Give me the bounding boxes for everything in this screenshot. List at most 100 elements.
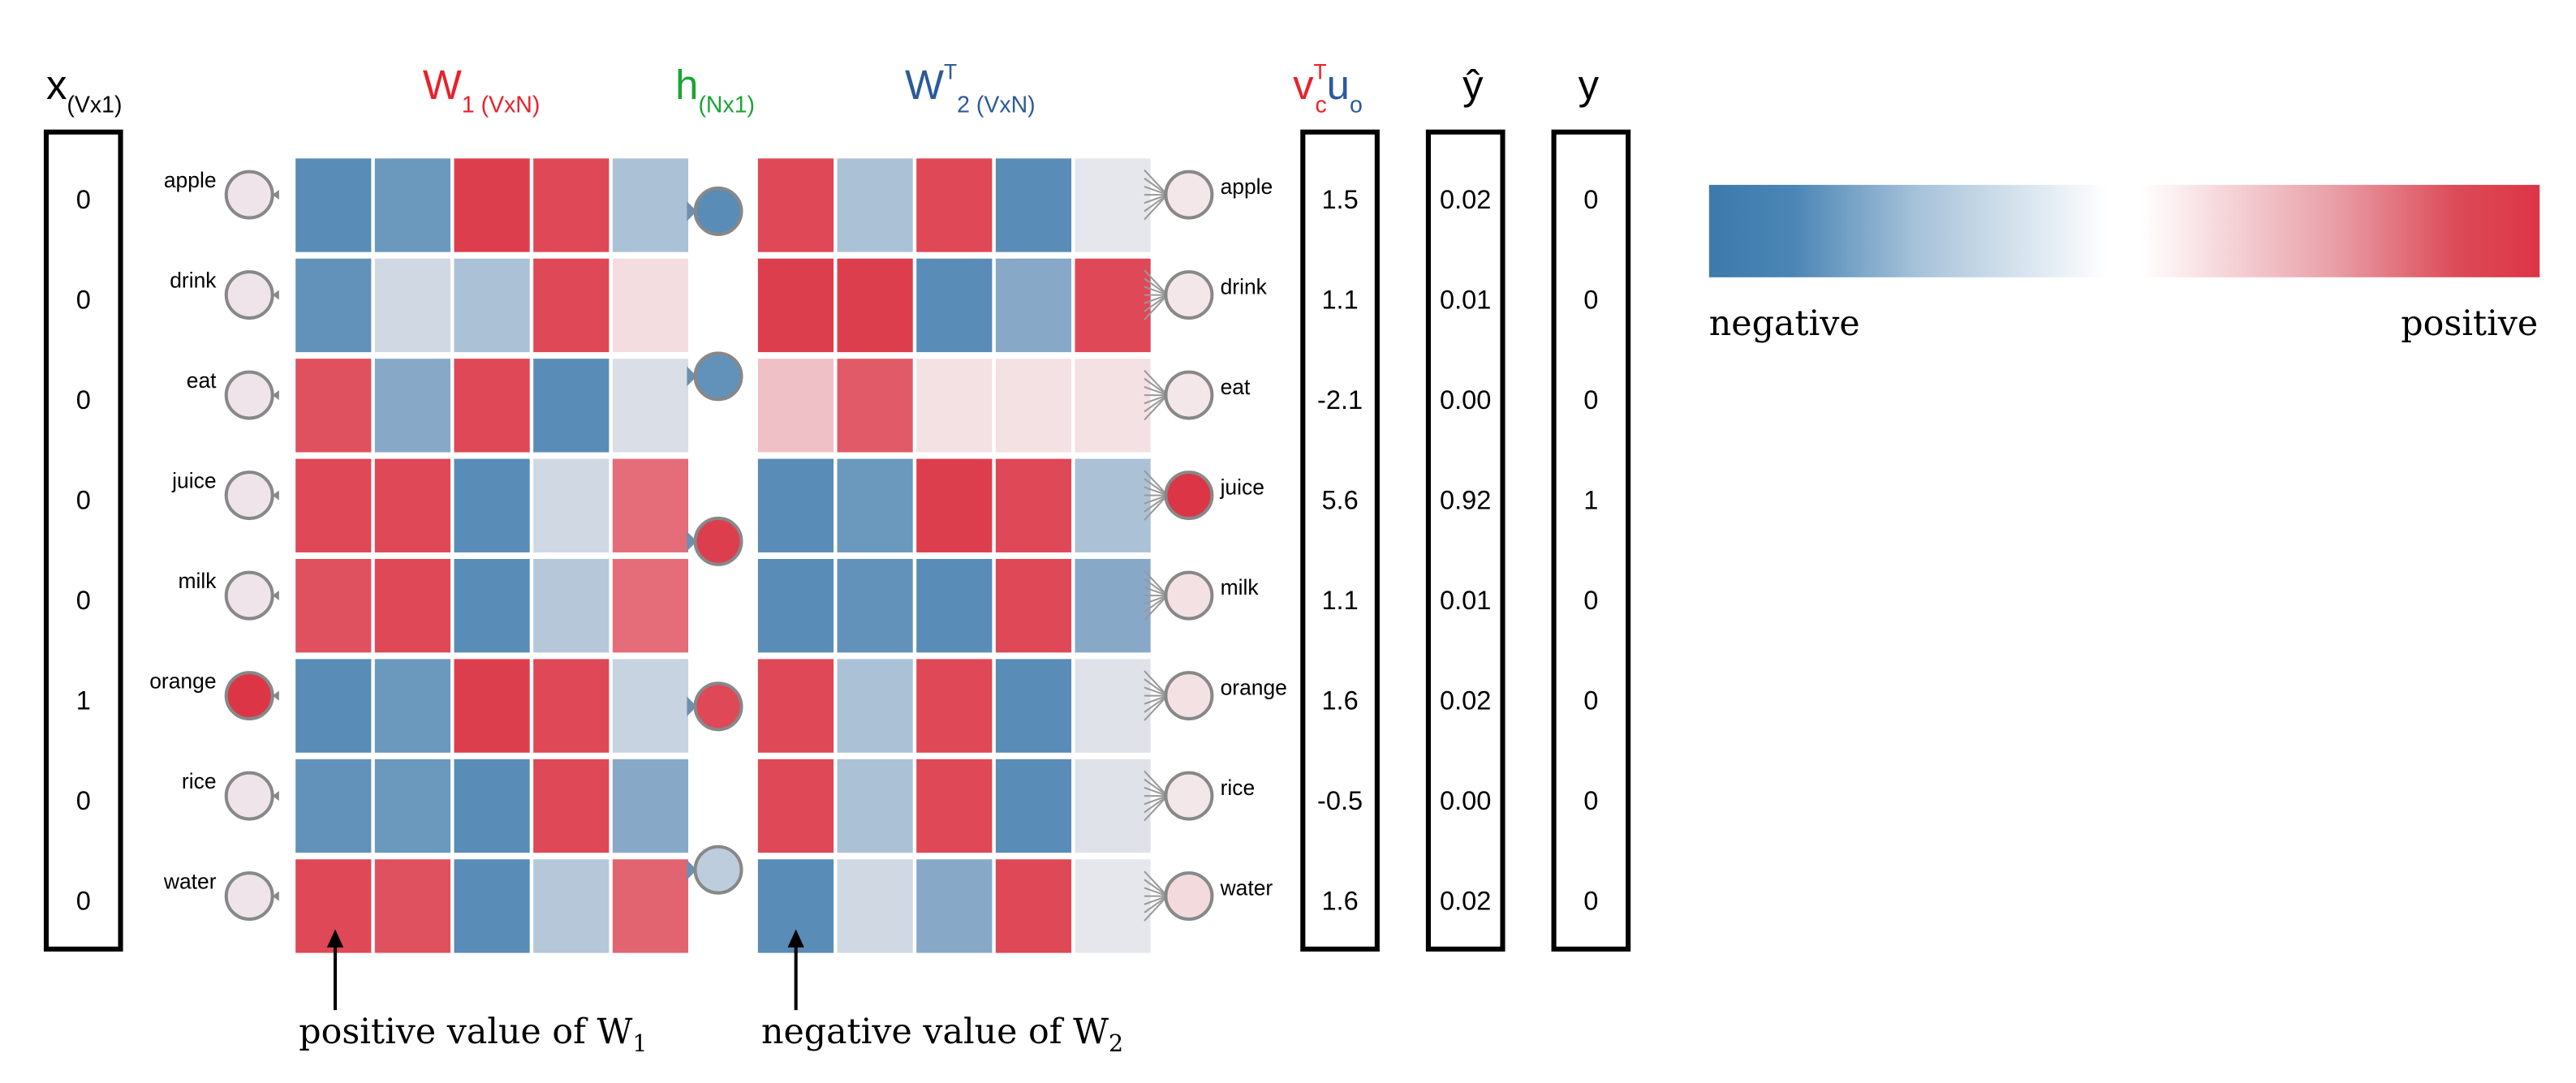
output-fan-line: [1144, 678, 1169, 697]
input-node-connector: [272, 891, 279, 901]
x-value: 0: [76, 586, 91, 615]
y-value: 0: [1583, 385, 1598, 415]
w2-heatmap: [757, 158, 1151, 953]
w1-annotation-arrowhead: [326, 929, 344, 948]
hidden-node: [693, 844, 743, 895]
hidden-node-connector: [687, 201, 697, 221]
w2-cell: [916, 659, 993, 753]
w2-cell: [1075, 359, 1151, 453]
w1-cell: [454, 158, 530, 252]
w2-cell: [837, 258, 913, 353]
output-fan-line: [1144, 478, 1169, 496]
output-word-label: apple: [1221, 174, 1273, 199]
x-value: 0: [76, 485, 91, 514]
w1-heatmap: [295, 158, 689, 953]
output-node: [1164, 771, 1214, 821]
output-node: [1164, 270, 1214, 320]
w2-cell: [757, 458, 834, 552]
y-value: 0: [1583, 886, 1598, 915]
output-fan-line: [1144, 277, 1169, 296]
output-fan-line: [1144, 887, 1168, 897]
output-fan-line: [1144, 294, 1169, 312]
output-node: [1164, 471, 1214, 521]
w1-cell: [454, 759, 530, 853]
input-node-connector: [272, 389, 279, 401]
w1-matrix-title: W1 (VxN): [423, 62, 541, 118]
legend-positive-label: positive: [2401, 303, 2538, 344]
input-node-connector: [272, 189, 279, 200]
w2-cell: [916, 759, 993, 853]
input-node: [224, 570, 274, 621]
input-node-connector: [272, 590, 279, 601]
w2-cell: [1075, 558, 1151, 653]
score-column-box: [1300, 129, 1380, 952]
w2-cell: [837, 759, 913, 853]
output-word-label: milk: [1221, 575, 1260, 600]
w1-cell: [612, 158, 689, 252]
w2-cell: [1075, 458, 1151, 552]
w1-cell: [533, 458, 610, 552]
input-node-connector: [272, 490, 279, 501]
input-node-connector: [272, 290, 279, 300]
w2-cell: [995, 158, 1072, 252]
score-value: -0.5: [1317, 786, 1363, 815]
w1-cell: [295, 759, 372, 853]
output-word-label: orange: [1221, 675, 1287, 699]
output-fan-line: [1144, 879, 1169, 897]
w1-cell: [612, 558, 689, 653]
w2-cell: [995, 359, 1072, 453]
output-word-label: water: [1220, 875, 1273, 900]
w2-cell: [995, 558, 1072, 653]
score-value: 1.1: [1321, 285, 1358, 314]
output-word-label: juice: [1220, 475, 1264, 499]
output-fan-line: [1144, 670, 1169, 697]
output-fan-line: [1144, 578, 1169, 596]
output-fan-line: [1144, 194, 1169, 221]
w1-cell: [454, 859, 530, 953]
x-vector-box: [43, 129, 123, 952]
x-value: 0: [76, 385, 91, 415]
score-value: 5.6: [1321, 485, 1358, 514]
output-fan-line: [1144, 194, 1168, 204]
output-fan-line: [1144, 286, 1168, 296]
output-fan-line: [1144, 177, 1169, 196]
w2-cell: [995, 859, 1072, 953]
yhat-value: 0.02: [1440, 185, 1491, 214]
input-node: [224, 771, 274, 821]
output-fan-line: [1144, 194, 1169, 213]
output-fan-line: [1144, 595, 1169, 613]
x-value: 0: [76, 786, 91, 815]
score-column-title: vT cuo: [1293, 60, 1363, 118]
w2-matrix-title: WT2 (VxN): [905, 60, 1036, 118]
w1-cell: [533, 558, 610, 653]
output-fan-line: [1144, 694, 1168, 705]
w1-cell: [374, 458, 451, 552]
w1-cell: [374, 558, 451, 653]
output-word-label: eat: [1221, 375, 1251, 399]
x-value: 0: [76, 886, 91, 915]
hidden-node-connector: [687, 696, 697, 717]
hidden-node-connector: [687, 860, 697, 880]
yhat-column-box: [1425, 129, 1506, 952]
output-word-label: rice: [1221, 776, 1256, 800]
w2-cell: [757, 558, 834, 653]
output-word-labels: apple drink eat juice milk orange rice water: [1220, 174, 1287, 900]
y-value: 0: [1583, 786, 1598, 815]
score-value: 1.1: [1321, 586, 1358, 615]
x-value: 0: [76, 185, 91, 214]
score-value: -2.1: [1317, 385, 1363, 415]
x-vector-values: 0 0 0 0 0 1 0 0: [76, 185, 91, 916]
input-word-label: apple: [164, 168, 217, 192]
w1-cell: [295, 158, 372, 252]
output-fan-line: [1144, 494, 1169, 521]
score-value: 1.5: [1321, 185, 1358, 214]
input-word-label: juice: [171, 468, 216, 492]
legend-gradient-bar: [1708, 184, 2540, 277]
w2-cell: [1075, 659, 1151, 753]
input-node: [224, 671, 274, 721]
output-node: [1164, 370, 1214, 420]
input-word-label: rice: [182, 769, 217, 793]
w2-annotation-arrowhead: [787, 929, 804, 948]
w2-cell: [757, 759, 834, 853]
